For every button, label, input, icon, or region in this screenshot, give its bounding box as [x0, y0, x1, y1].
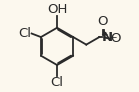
- Text: OH: OH: [47, 3, 67, 16]
- Text: O: O: [98, 15, 108, 28]
- Text: −: −: [109, 32, 116, 41]
- Text: O: O: [110, 32, 121, 45]
- Text: +: +: [100, 30, 108, 39]
- Text: N: N: [102, 31, 113, 44]
- Text: Cl: Cl: [51, 76, 64, 89]
- Text: Cl: Cl: [18, 27, 31, 40]
